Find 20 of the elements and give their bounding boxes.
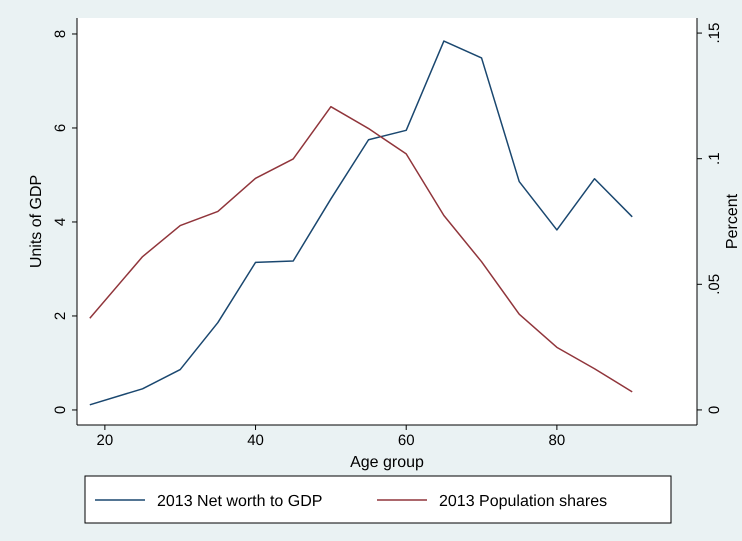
y2-tick-label: .15	[706, 22, 723, 44]
y-tick-label: 4	[52, 218, 69, 226]
x-axis-title: Age group	[350, 454, 424, 471]
x-tick-label: 20	[96, 432, 114, 449]
y-tick-label: 8	[52, 30, 69, 38]
legend-label: 2013 Population shares	[439, 493, 608, 510]
y-tick-label: 6	[52, 124, 69, 132]
x-tick-label: 40	[247, 432, 264, 449]
y2-tick-label: 0	[706, 406, 723, 414]
y2-tick-label: .1	[706, 152, 723, 165]
y-tick-label: 2	[52, 312, 69, 320]
line-series	[89, 40, 633, 406]
legend-label: 2013 Net worth to GDP	[157, 493, 322, 510]
y2-axis-title: Percent	[724, 193, 741, 250]
y2-tick-label: .05	[706, 274, 723, 295]
line-series	[89, 106, 633, 393]
x-tick-label: 60	[398, 432, 415, 449]
y-tick-label: 0	[52, 406, 69, 414]
x-tick-label: 80	[548, 432, 566, 449]
y-axis-title: Units of GDP	[28, 174, 45, 268]
